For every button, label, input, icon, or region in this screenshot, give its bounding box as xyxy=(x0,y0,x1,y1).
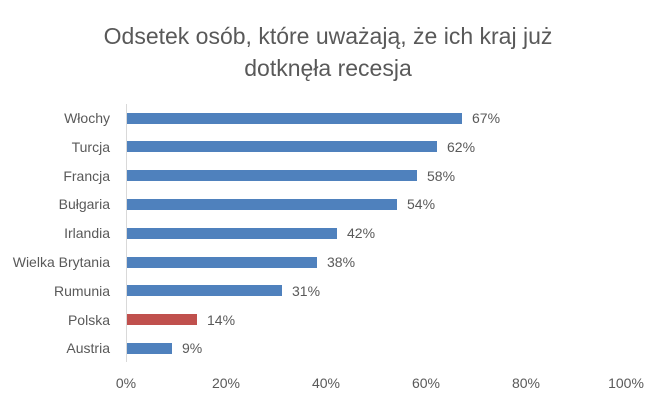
category-label: Irlandia xyxy=(64,225,110,242)
x-tick-label: 20% xyxy=(211,375,241,391)
category-label: Bułgaria xyxy=(58,196,110,213)
value-label: 31% xyxy=(292,282,321,299)
value-label: 9% xyxy=(182,340,203,357)
bar xyxy=(127,170,417,182)
category-label: Włochy xyxy=(64,110,110,126)
value-label: 38% xyxy=(327,254,356,270)
x-tick-label: 80% xyxy=(511,375,541,391)
value-label: 62% xyxy=(447,138,476,155)
bar xyxy=(127,256,317,268)
bar xyxy=(127,314,197,326)
x-tick-label: 60% xyxy=(411,375,441,391)
category-label: Francja xyxy=(63,167,110,184)
value-label: 14% xyxy=(207,311,236,328)
bar xyxy=(127,342,172,354)
value-label: 58% xyxy=(427,167,456,184)
chart-title-line-2: dotknęła recesja xyxy=(244,55,412,81)
category-label: Austria xyxy=(66,340,110,357)
value-label: 54% xyxy=(407,196,436,213)
category-label: Turcja xyxy=(71,138,110,155)
x-tick-label: 0% xyxy=(115,375,137,391)
bar xyxy=(127,112,462,124)
category-label: Rumunia xyxy=(53,282,110,299)
chart-title-line-1: Odsetek osób, które uważają, że ich kraj… xyxy=(103,23,553,49)
bar xyxy=(127,198,397,210)
value-label: 42% xyxy=(347,225,376,242)
value-label: 67% xyxy=(472,110,501,126)
bar xyxy=(127,227,337,239)
bar xyxy=(127,285,282,297)
x-tick-label: 40% xyxy=(311,375,341,391)
bar xyxy=(127,141,437,153)
category-label: Wielka Brytania xyxy=(12,254,110,270)
category-axis-line xyxy=(126,104,127,362)
category-label: Polska xyxy=(67,311,110,328)
x-tick-label: 100% xyxy=(608,375,644,391)
